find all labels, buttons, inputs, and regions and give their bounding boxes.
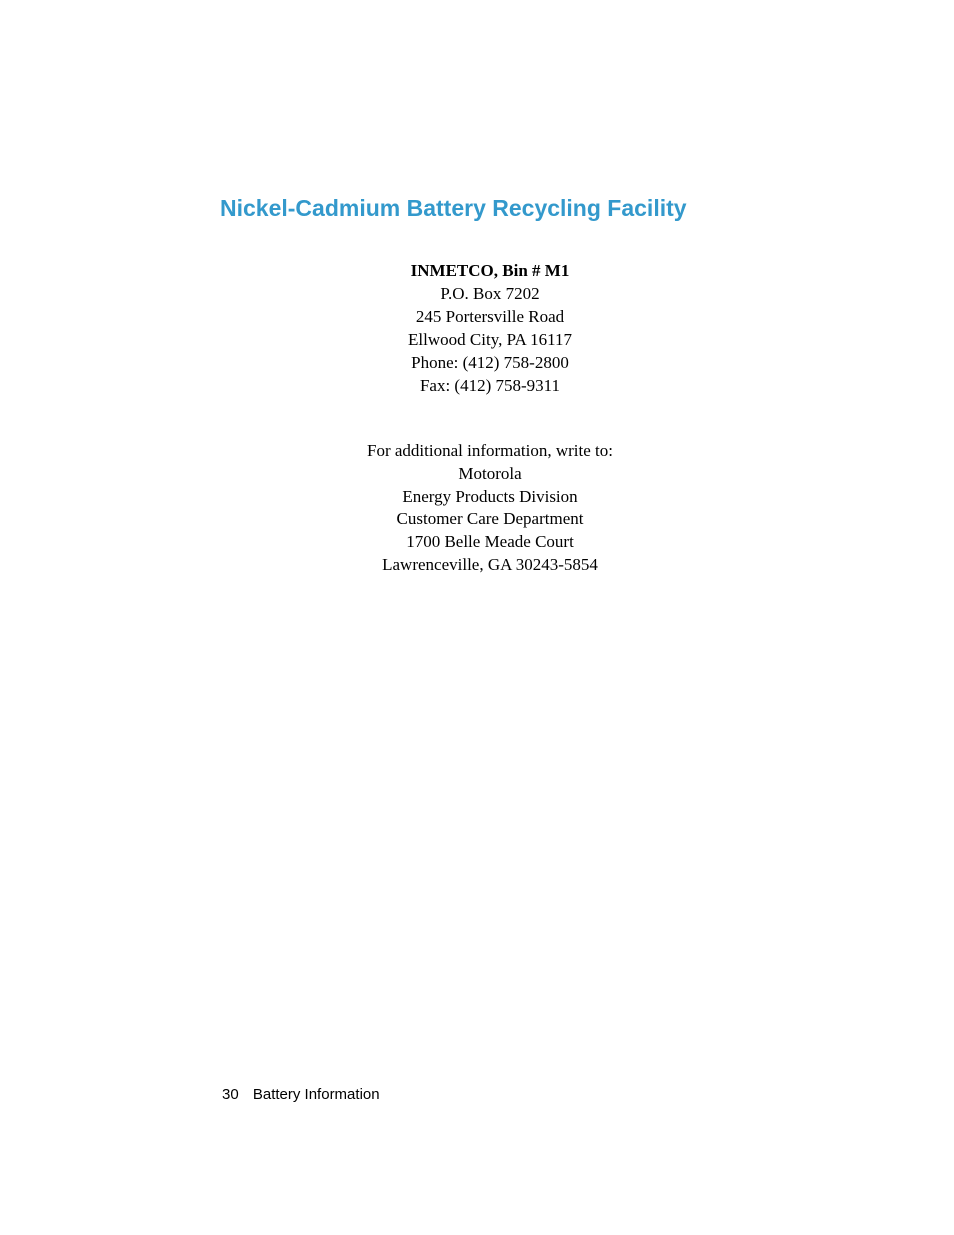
footer-section-label: Battery Information — [253, 1086, 380, 1103]
additional-city-state-zip: Lawrenceville, GA 30243-5854 — [220, 554, 760, 577]
additional-department: Customer Care Department — [220, 508, 760, 531]
facility-name: INMETCO, Bin # M1 — [220, 260, 760, 283]
facility-city-state-zip: Ellwood City, PA 16117 — [220, 329, 760, 352]
additional-division: Energy Products Division — [220, 486, 760, 509]
section-heading: Nickel-Cadmium Battery Recycling Facilit… — [220, 195, 834, 222]
page-content: Nickel-Cadmium Battery Recycling Facilit… — [0, 0, 954, 577]
facility-po-box: P.O. Box 7202 — [220, 283, 760, 306]
facility-phone: Phone: (412) 758-2800 — [220, 352, 760, 375]
facility-address-block: INMETCO, Bin # M1 P.O. Box 7202 245 Port… — [220, 260, 760, 398]
page-number: 30 — [222, 1086, 239, 1103]
facility-fax: Fax: (412) 758-9311 — [220, 375, 760, 398]
facility-street: 245 Portersville Road — [220, 306, 760, 329]
additional-intro: For additional information, write to: — [220, 440, 760, 463]
additional-street: 1700 Belle Meade Court — [220, 531, 760, 554]
content-block: INMETCO, Bin # M1 P.O. Box 7202 245 Port… — [220, 260, 760, 577]
page-footer: 30 Battery Information — [222, 1086, 380, 1103]
additional-company: Motorola — [220, 463, 760, 486]
additional-info-block: For additional information, write to: Mo… — [220, 440, 760, 578]
